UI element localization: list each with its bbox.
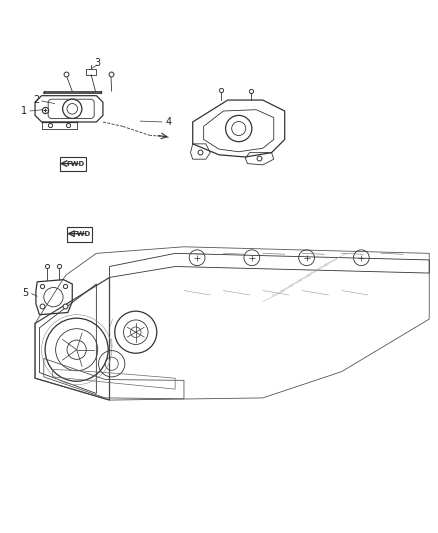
Text: 4: 4 <box>166 117 172 127</box>
Text: 1: 1 <box>21 106 27 116</box>
Text: FWD: FWD <box>66 161 85 167</box>
Text: 3: 3 <box>94 58 100 68</box>
Text: 5: 5 <box>22 288 28 298</box>
Text: FWD: FWD <box>72 231 90 237</box>
Text: 2: 2 <box>33 95 39 105</box>
